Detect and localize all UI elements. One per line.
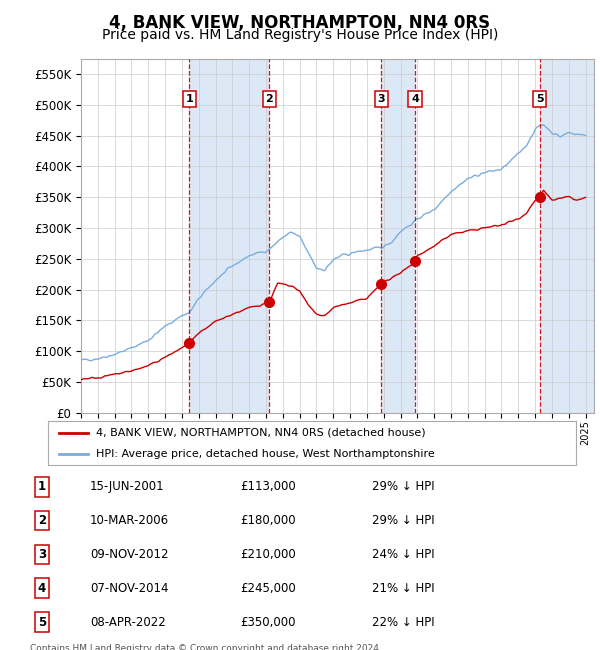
Text: £180,000: £180,000 [240,514,296,527]
Text: 10-MAR-2006: 10-MAR-2006 [90,514,169,527]
Bar [539,58,594,413]
Text: 21% ↓ HPI: 21% ↓ HPI [372,582,434,595]
Text: 29% ↓ HPI: 29% ↓ HPI [372,480,434,493]
Text: 2: 2 [38,514,46,527]
Bar [190,58,269,413]
Text: 22% ↓ HPI: 22% ↓ HPI [372,616,434,629]
Bar [382,58,415,413]
Text: 3: 3 [377,94,385,104]
Text: HPI: Average price, detached house, West Northamptonshire: HPI: Average price, detached house, West… [95,448,434,459]
Text: £245,000: £245,000 [240,582,296,595]
Text: 4: 4 [38,582,46,595]
Text: 24% ↓ HPI: 24% ↓ HPI [372,548,434,561]
Text: Price paid vs. HM Land Registry's House Price Index (HPI): Price paid vs. HM Land Registry's House … [102,28,498,42]
Text: 1: 1 [38,480,46,493]
Text: £210,000: £210,000 [240,548,296,561]
Text: 3: 3 [38,548,46,561]
Text: 5: 5 [38,616,46,629]
Text: Contains HM Land Registry data © Crown copyright and database right 2024.: Contains HM Land Registry data © Crown c… [30,644,382,650]
Text: 4, BANK VIEW, NORTHAMPTON, NN4 0RS (detached house): 4, BANK VIEW, NORTHAMPTON, NN4 0RS (deta… [95,428,425,438]
Text: £113,000: £113,000 [240,480,296,493]
Bar [382,58,415,413]
Text: 4, BANK VIEW, NORTHAMPTON, NN4 0RS: 4, BANK VIEW, NORTHAMPTON, NN4 0RS [109,14,491,32]
Text: 4: 4 [411,94,419,104]
Bar [190,58,269,413]
Text: 29% ↓ HPI: 29% ↓ HPI [372,514,434,527]
Text: £350,000: £350,000 [240,616,296,629]
Text: 15-JUN-2001: 15-JUN-2001 [90,480,164,493]
Text: 1: 1 [185,94,193,104]
Text: 08-APR-2022: 08-APR-2022 [90,616,166,629]
Text: 5: 5 [536,94,544,104]
Text: 07-NOV-2014: 07-NOV-2014 [90,582,169,595]
Text: 2: 2 [265,94,273,104]
Text: 09-NOV-2012: 09-NOV-2012 [90,548,169,561]
